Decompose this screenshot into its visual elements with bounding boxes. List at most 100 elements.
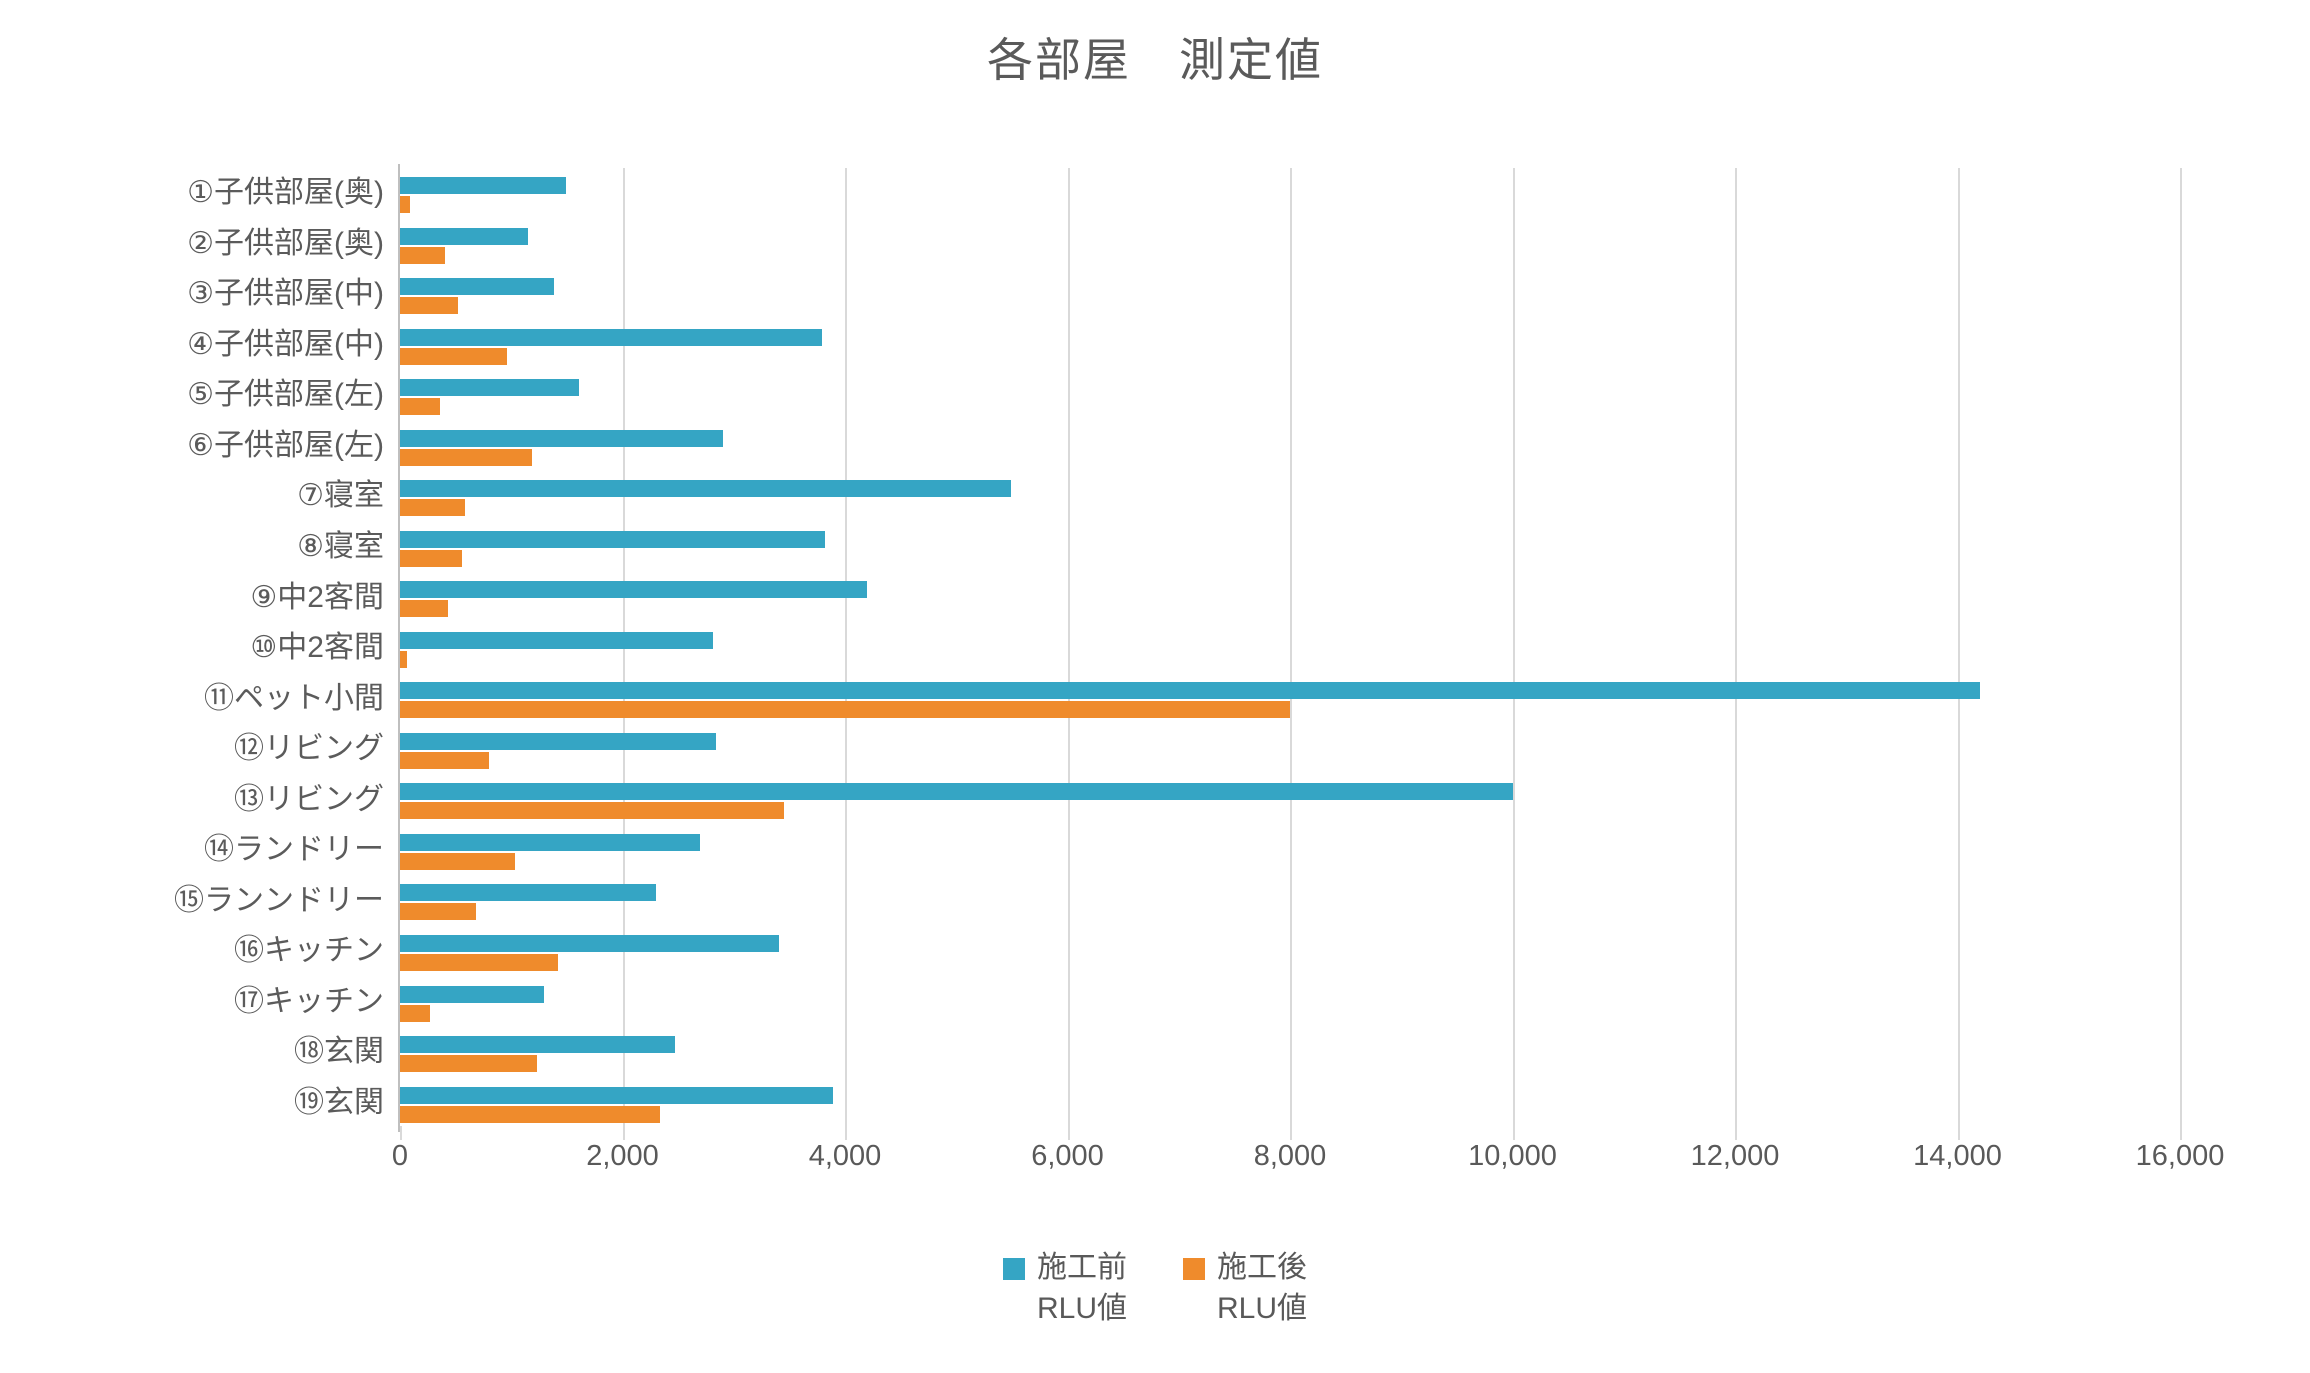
- plot-area: [398, 164, 2182, 1132]
- value-axis-tick-label: 10,000: [1468, 1140, 1557, 1172]
- bar-before[interactable]: [400, 934, 780, 952]
- value-axis-tick-mark: [1067, 1126, 1070, 1140]
- value-axis-tick-label: 14,000: [1913, 1140, 2002, 1172]
- category-label: ⑮ランンドリー: [174, 883, 384, 917]
- value-axis-tick-label: 0: [391, 1140, 409, 1172]
- bar-after[interactable]: [400, 398, 441, 416]
- legend-swatch-icon: [1183, 1258, 1205, 1280]
- bar-row: [400, 724, 2180, 775]
- category-label: ⑤子供部屋(左): [187, 378, 384, 412]
- value-axis-tick-mark: [845, 1126, 847, 1140]
- bar-after[interactable]: [400, 903, 476, 921]
- bar-before[interactable]: [400, 783, 1513, 801]
- gridline: [845, 168, 847, 1128]
- gridline: [1512, 168, 1515, 1128]
- bar-row: [400, 623, 2180, 674]
- bar-row: [400, 825, 2180, 876]
- bar-row: [400, 875, 2180, 926]
- bar-before[interactable]: [400, 227, 528, 245]
- category-label: ⑰キッチン: [234, 984, 384, 1018]
- bar-after[interactable]: [400, 549, 463, 567]
- legend-swatch-icon: [1002, 1258, 1025, 1280]
- bar-before[interactable]: [400, 985, 544, 1003]
- bar-row: [400, 1027, 2180, 1078]
- value-axis-ticks: 0 2,000 4,000 6,000 8,000 10,000 12,000 14,000 1…: [392, 1126, 2224, 1190]
- bar-row: [400, 1078, 2180, 1129]
- bar-after[interactable]: [400, 246, 445, 264]
- bar-after[interactable]: [400, 650, 407, 668]
- value-axis-tick-mark: [622, 1126, 625, 1140]
- bar-row: [400, 572, 2180, 623]
- bar-row: [400, 168, 2180, 219]
- bar-row: [400, 774, 2180, 825]
- chart-legend: 施工前 RLU値 施工後 RLU値: [0, 1248, 2310, 1329]
- category-axis-labels: ①子供部屋(奥) ②子供部屋(奥) ③子供部屋(中) ④子供部屋(中) ⑤子供部屋(左)…: [60, 168, 392, 1128]
- bar-before[interactable]: [400, 429, 723, 447]
- bar-before[interactable]: [400, 682, 1980, 700]
- value-axis-tick-mark: [2180, 1126, 2182, 1140]
- bar-after[interactable]: [400, 347, 507, 365]
- value-axis-tick-mark: [1957, 1126, 1960, 1140]
- legend-item[interactable]: 施工前 RLU値: [1002, 1248, 1127, 1329]
- bar-before[interactable]: [400, 884, 656, 902]
- value-axis-tick-label: 16,000: [2135, 1140, 2225, 1172]
- bar-row: [400, 320, 2180, 371]
- value-axis-tick-label: 6,000: [1031, 1140, 1104, 1172]
- bar-after[interactable]: [400, 196, 410, 213]
- bar-after[interactable]: [400, 1055, 537, 1073]
- gridline: [1290, 168, 1292, 1128]
- legend-item[interactable]: 施工後 RLU値: [1183, 1248, 1307, 1329]
- value-axis-tick-label: 8,000: [1253, 1140, 1327, 1172]
- category-label: ③子供部屋(中): [187, 277, 384, 311]
- legend-label: 施工後 RLU値: [1217, 1251, 1308, 1325]
- bar-before[interactable]: [400, 1036, 675, 1054]
- bar-before[interactable]: [400, 480, 1011, 498]
- bar-after[interactable]: [400, 1105, 661, 1123]
- bar-before[interactable]: [400, 581, 868, 599]
- bar-after[interactable]: [400, 701, 1290, 719]
- bar-row: [400, 673, 2180, 724]
- value-axis-tick-mark: [1512, 1126, 1515, 1140]
- bar-row: [400, 219, 2180, 270]
- category-label: ⑯キッチン: [234, 934, 384, 968]
- category-label: ⑦寝室: [297, 479, 384, 513]
- bar-before[interactable]: [400, 530, 825, 548]
- bar-before[interactable]: [400, 177, 566, 194]
- bar-after[interactable]: [400, 600, 448, 618]
- bar-before[interactable]: [400, 732, 716, 750]
- category-label: ⑧寝室: [297, 529, 384, 563]
- bar-after[interactable]: [400, 751, 489, 769]
- category-label: ⑬リビング: [234, 782, 384, 816]
- bar-after[interactable]: [400, 448, 533, 466]
- bar-after[interactable]: [400, 852, 515, 870]
- bar-before[interactable]: [400, 833, 701, 851]
- value-axis-line: [398, 164, 400, 1132]
- bar-row: [400, 269, 2180, 320]
- bar-after[interactable]: [400, 953, 558, 971]
- category-label: ⑭ランドリー: [204, 833, 384, 867]
- bar-row: [400, 522, 2180, 573]
- bar-after[interactable]: [400, 802, 784, 820]
- category-label: ⑱玄関: [294, 1035, 384, 1069]
- bar-before[interactable]: [400, 379, 580, 397]
- bar-row: [400, 370, 2180, 421]
- bar-after[interactable]: [400, 1004, 431, 1022]
- bar-row: [400, 471, 2180, 522]
- gridline: [2180, 168, 2182, 1128]
- value-axis-tick-label: 12,000: [1690, 1140, 1780, 1172]
- bar-before[interactable]: [400, 1086, 833, 1104]
- bar-before[interactable]: [400, 328, 822, 346]
- value-axis-tick-mark: [400, 1126, 402, 1140]
- category-label: ⑥子供部屋(左): [187, 428, 384, 462]
- value-axis-tick-mark: [1735, 1126, 1737, 1140]
- chart-title: 各部屋 測定値: [987, 34, 1323, 86]
- category-label: ⑨中2客間: [250, 580, 384, 614]
- bar-after[interactable]: [400, 297, 458, 315]
- bar-row: [400, 421, 2180, 472]
- bar-before[interactable]: [400, 631, 713, 649]
- bar-after[interactable]: [400, 499, 465, 517]
- gridline: [1735, 168, 1737, 1128]
- bar-before[interactable]: [400, 278, 554, 296]
